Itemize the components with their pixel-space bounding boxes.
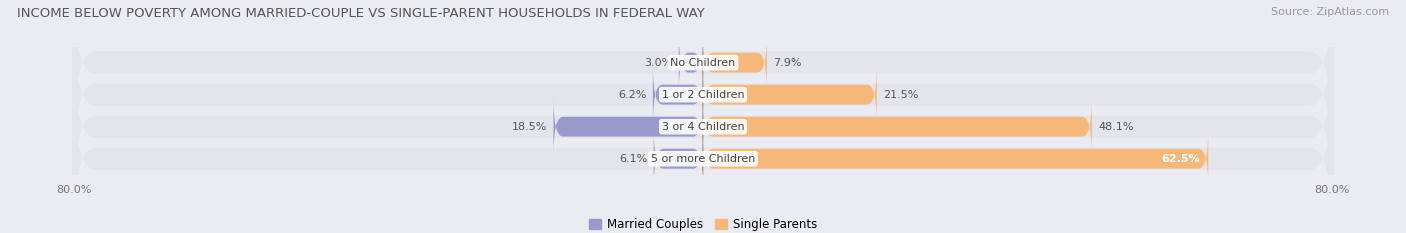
FancyBboxPatch shape: [703, 98, 1092, 155]
Text: No Children: No Children: [671, 58, 735, 68]
FancyBboxPatch shape: [703, 34, 766, 91]
Text: INCOME BELOW POVERTY AMONG MARRIED-COUPLE VS SINGLE-PARENT HOUSEHOLDS IN FEDERAL: INCOME BELOW POVERTY AMONG MARRIED-COUPL…: [17, 7, 704, 20]
FancyBboxPatch shape: [654, 130, 703, 187]
Text: 80.0%: 80.0%: [1315, 185, 1350, 195]
Text: 48.1%: 48.1%: [1098, 122, 1133, 132]
Text: 5 or more Children: 5 or more Children: [651, 154, 755, 164]
Text: 80.0%: 80.0%: [56, 185, 91, 195]
FancyBboxPatch shape: [703, 130, 1208, 187]
Legend: Married Couples, Single Parents: Married Couples, Single Parents: [585, 213, 821, 233]
Text: 3.0%: 3.0%: [644, 58, 672, 68]
Text: 18.5%: 18.5%: [512, 122, 547, 132]
FancyBboxPatch shape: [73, 10, 1333, 180]
FancyBboxPatch shape: [73, 0, 1333, 147]
Text: 7.9%: 7.9%: [773, 58, 801, 68]
Text: 21.5%: 21.5%: [883, 90, 918, 100]
FancyBboxPatch shape: [73, 74, 1333, 233]
Text: Source: ZipAtlas.com: Source: ZipAtlas.com: [1271, 7, 1389, 17]
Text: 62.5%: 62.5%: [1161, 154, 1201, 164]
Text: 3 or 4 Children: 3 or 4 Children: [662, 122, 744, 132]
FancyBboxPatch shape: [652, 66, 703, 123]
FancyBboxPatch shape: [554, 98, 703, 155]
FancyBboxPatch shape: [679, 34, 703, 91]
Text: 1 or 2 Children: 1 or 2 Children: [662, 90, 744, 100]
FancyBboxPatch shape: [703, 66, 877, 123]
Text: 6.1%: 6.1%: [619, 154, 647, 164]
FancyBboxPatch shape: [73, 42, 1333, 212]
Text: 6.2%: 6.2%: [619, 90, 647, 100]
